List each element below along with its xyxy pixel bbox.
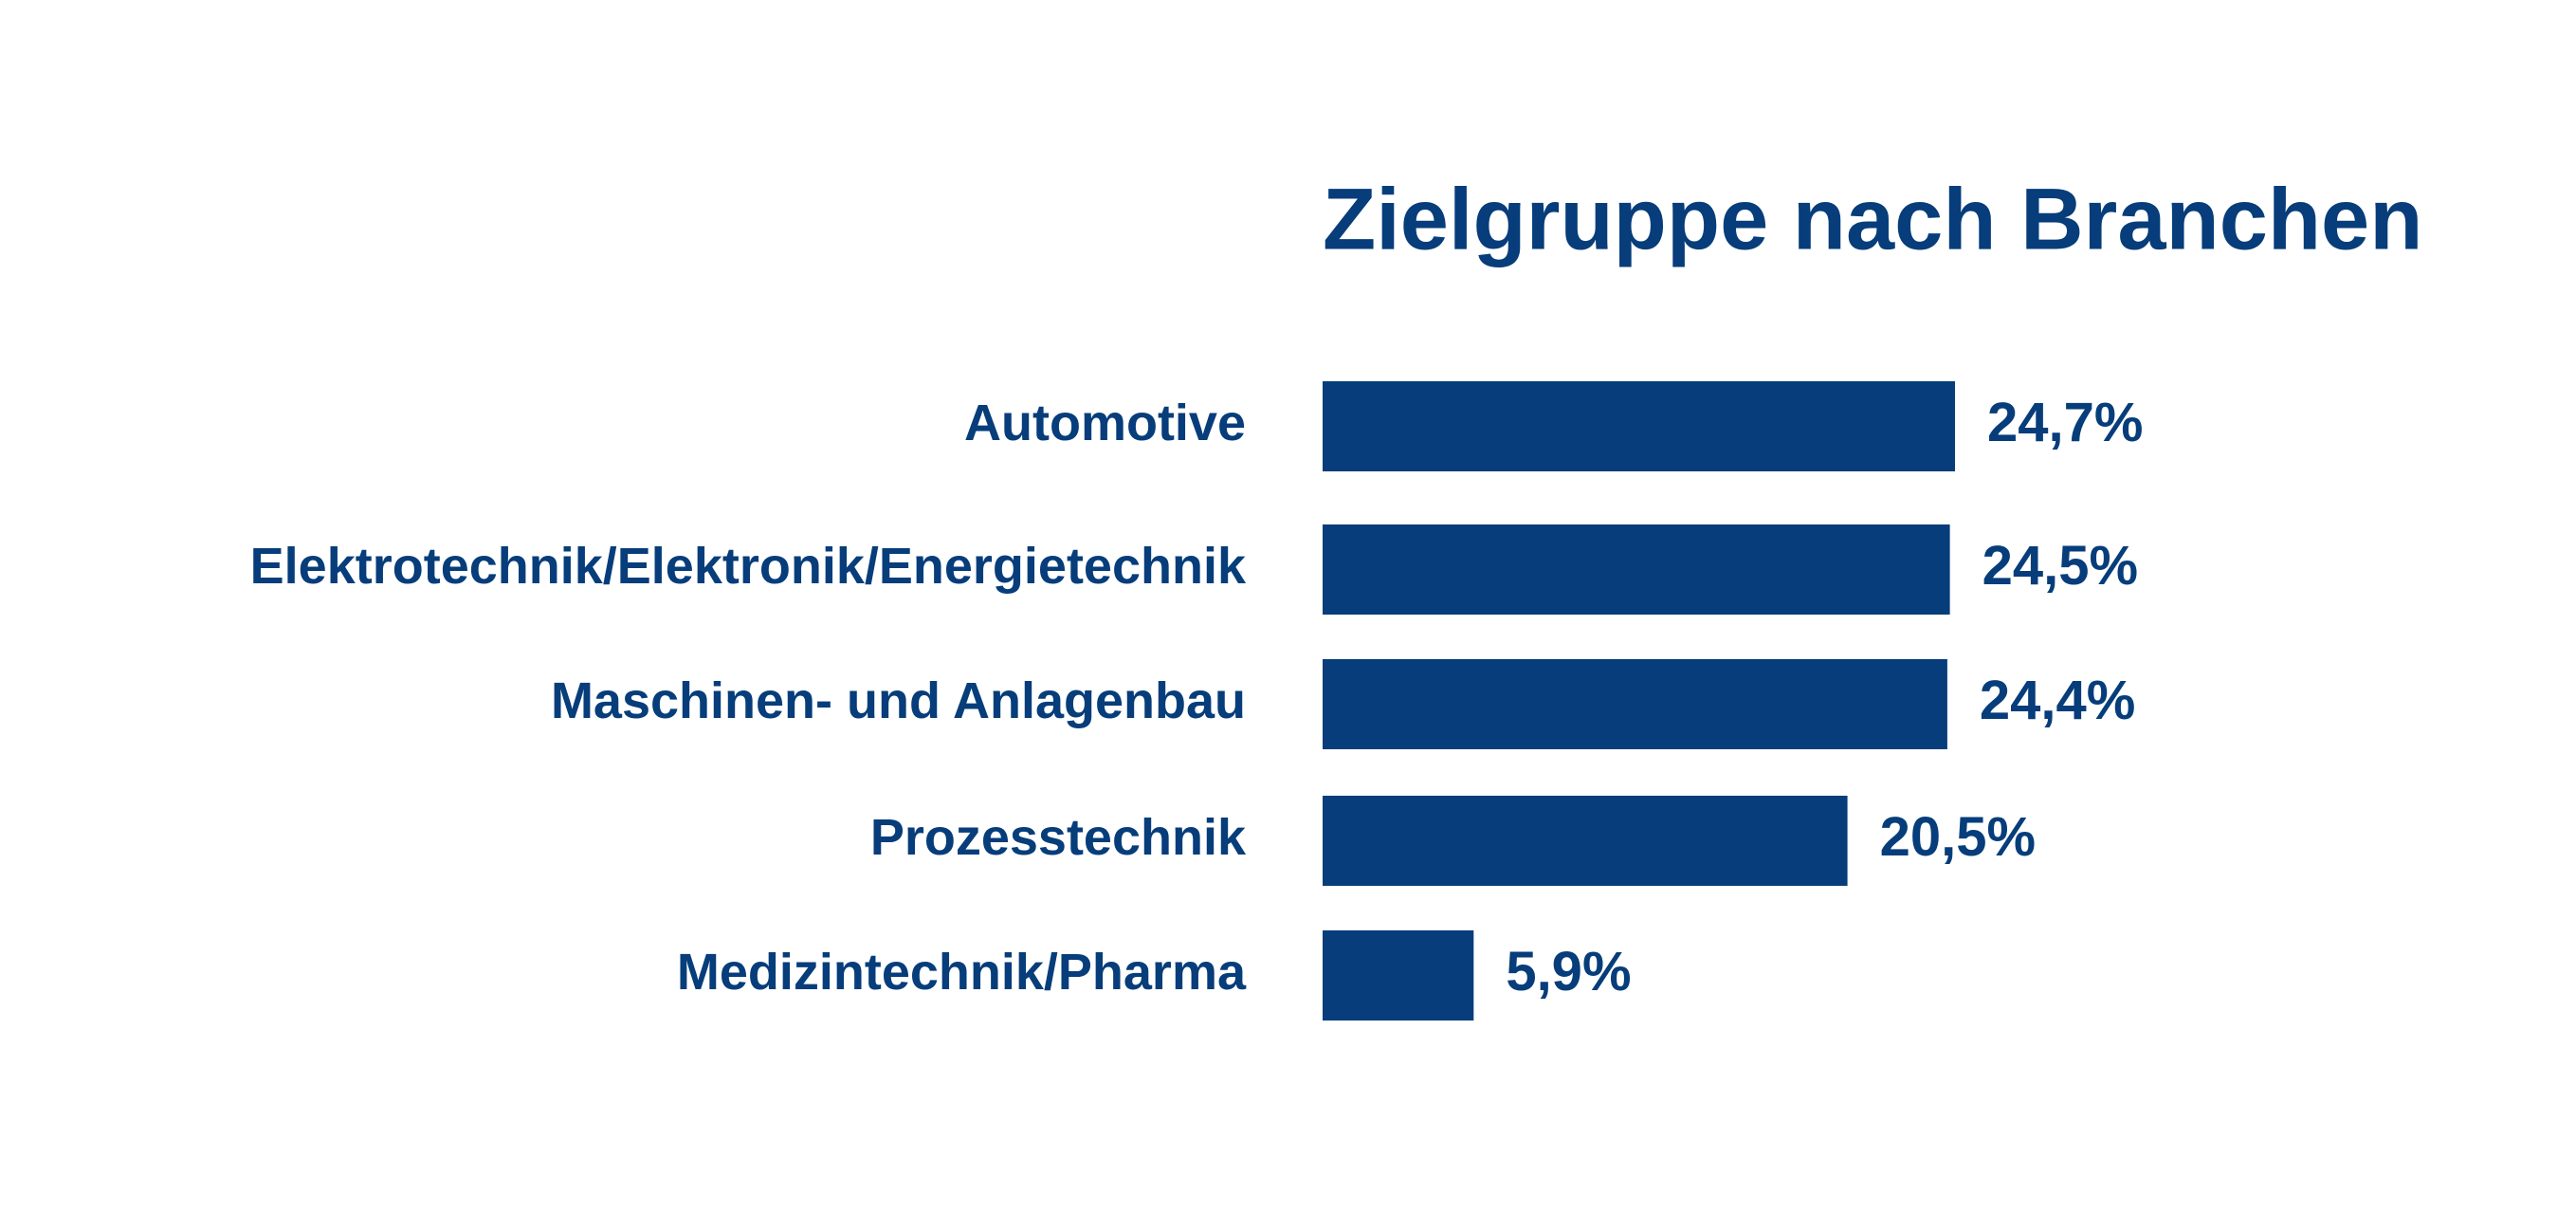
value-label: 24,4% — [1980, 670, 2135, 731]
value-label: 20,5% — [1880, 806, 2036, 868]
value-label: 24,7% — [1987, 392, 2143, 453]
value-label: 24,5% — [1982, 535, 2138, 597]
category-label: Prozesstechnik — [870, 809, 1247, 866]
category-label: Medizintechnik/Pharma — [677, 944, 1247, 1001]
bar — [1323, 659, 1947, 749]
bar — [1323, 796, 1848, 886]
category-label: Elektrotechnik/Elektronik/Energietechnik — [250, 538, 1247, 595]
category-label: Automotive — [964, 395, 1246, 451]
value-label: 5,9% — [1506, 941, 1631, 1002]
bar — [1323, 930, 1474, 1021]
chart-title: Zielgruppe nach Branchen — [1323, 171, 2422, 267]
bar — [1323, 524, 1950, 615]
category-label: Maschinen- und Anlagenbau — [551, 672, 1246, 729]
bar — [1323, 381, 1955, 471]
